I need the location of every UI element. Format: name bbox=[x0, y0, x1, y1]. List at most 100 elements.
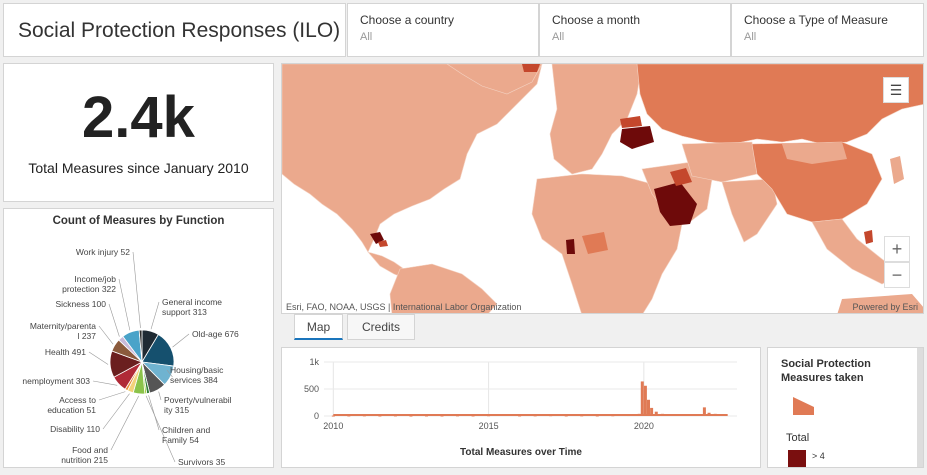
nigeria[interactable] bbox=[582, 232, 608, 254]
legend-toggle-button[interactable]: ☰ bbox=[883, 77, 909, 103]
saudi-arabia[interactable] bbox=[654, 182, 697, 226]
timeseries-bar[interactable] bbox=[650, 407, 654, 416]
pie-label: l 237 bbox=[78, 331, 97, 341]
pie-leader-line bbox=[102, 393, 130, 430]
pie-leader-line bbox=[145, 395, 176, 463]
pie-leader-line bbox=[166, 369, 173, 378]
zoom-out-button[interactable]: − bbox=[884, 262, 910, 288]
legend-total-label: Total bbox=[786, 432, 810, 444]
pie-label: nutrition 215 bbox=[61, 455, 108, 465]
pie-label: Health 491 bbox=[45, 347, 86, 357]
legend-swatch bbox=[793, 397, 814, 415]
legend-gt-swatch bbox=[788, 450, 806, 467]
iceland[interactable] bbox=[522, 64, 540, 72]
pie-label: Disability 110 bbox=[50, 424, 100, 434]
measure-type-filter-value[interactable]: All bbox=[744, 31, 757, 43]
japan[interactable] bbox=[890, 156, 904, 184]
pie-label: Access to bbox=[59, 395, 96, 405]
pie-label: education 51 bbox=[47, 405, 96, 415]
pie-label: Housing/basic bbox=[170, 365, 224, 375]
timeseries-bar[interactable] bbox=[378, 415, 382, 417]
measure-type-filter-label: Choose a Type of Measure bbox=[744, 13, 888, 27]
pie-slice[interactable] bbox=[138, 329, 143, 363]
legend-title: Social Protection Measures taken bbox=[781, 358, 871, 384]
timeseries-bar[interactable] bbox=[643, 385, 647, 416]
timeseries-chart[interactable]: 0 500 1k 2010 2015 2020 bbox=[282, 348, 760, 443]
x-tick-label: 2010 bbox=[323, 421, 343, 431]
legend-scrollbar[interactable] bbox=[917, 348, 923, 467]
ghana[interactable] bbox=[566, 239, 575, 254]
timeseries-bar[interactable] bbox=[440, 415, 444, 417]
pie-leader-line bbox=[150, 301, 160, 330]
pie-label: Sickness 100 bbox=[55, 299, 106, 309]
south-america[interactable] bbox=[389, 263, 498, 314]
world-map[interactable]: ☰ + − Esri, FAO, NOAA, USGS | Internatio… bbox=[281, 63, 924, 314]
country-filter-value[interactable]: All bbox=[360, 31, 373, 43]
honduras[interactable] bbox=[378, 240, 388, 247]
pie-leader-line bbox=[118, 278, 131, 331]
pie-leader-line bbox=[158, 391, 162, 401]
europe[interactable] bbox=[549, 64, 643, 175]
pie-label: protection 322 bbox=[62, 284, 116, 294]
month-filter-label: Choose a month bbox=[552, 13, 641, 27]
belarus[interactable] bbox=[620, 116, 642, 128]
pie-leader-line bbox=[98, 325, 114, 345]
x-tick-label: 2020 bbox=[634, 421, 654, 431]
timeseries-bar[interactable] bbox=[331, 415, 335, 417]
legend-panel: Social Protection Measures taken Total >… bbox=[767, 347, 924, 468]
powered-by-esri[interactable]: Powered by Esri bbox=[852, 302, 918, 312]
timeseries-bar[interactable] bbox=[409, 415, 413, 417]
measure-type-filter[interactable]: Choose a Type of Measure All bbox=[731, 3, 924, 57]
map-canvas[interactable] bbox=[282, 64, 924, 314]
pie-leader-line bbox=[108, 303, 120, 337]
x-tick-label: 2015 bbox=[479, 421, 499, 431]
tab-credits[interactable]: Credits bbox=[347, 314, 415, 340]
greenland[interactable] bbox=[446, 64, 543, 95]
pie-label: Children and bbox=[162, 425, 210, 435]
north-america[interactable] bbox=[282, 64, 543, 253]
month-filter[interactable]: Choose a month All bbox=[539, 3, 731, 57]
zoom-in-button[interactable]: + bbox=[884, 236, 910, 262]
philippines[interactable] bbox=[864, 230, 873, 244]
pie-label: services 384 bbox=[170, 375, 218, 385]
kpi-value: 2.4k bbox=[82, 85, 195, 150]
timeseries-title: Total Measures over Time bbox=[460, 447, 582, 458]
mongolia[interactable] bbox=[782, 142, 847, 164]
pie-label: support 313 bbox=[162, 307, 207, 317]
africa[interactable] bbox=[531, 173, 683, 314]
central-asia[interactable] bbox=[681, 141, 758, 183]
map-attribution[interactable]: Esri, FAO, NOAA, USGS | International La… bbox=[286, 302, 522, 312]
ukraine[interactable] bbox=[620, 126, 654, 149]
pie-label: Poverty/vulnerabil bbox=[164, 395, 232, 405]
timeseries-bar[interactable] bbox=[702, 407, 706, 416]
pie-label: Old-age 676 bbox=[192, 329, 239, 339]
timeseries-bar[interactable] bbox=[654, 411, 658, 416]
pie-chart-title: Count of Measures by Function bbox=[52, 215, 225, 227]
y-tick-label: 500 bbox=[304, 384, 319, 394]
month-filter-value[interactable]: All bbox=[552, 31, 565, 43]
legend-gt-label: > 4 bbox=[812, 451, 825, 461]
list-icon: ☰ bbox=[889, 81, 903, 98]
pie-leader-line bbox=[110, 395, 140, 451]
timeseries-bar[interactable] bbox=[647, 399, 650, 416]
guatemala[interactable] bbox=[370, 232, 384, 244]
iraq[interactable] bbox=[670, 168, 692, 186]
pie-leader-line bbox=[92, 380, 118, 386]
kpi-panel: 2.4k Total Measures since January 2010 bbox=[3, 63, 274, 202]
country-filter[interactable]: Choose a country All bbox=[347, 3, 539, 57]
pie-chart-panel: Count of Measures by Function General in… bbox=[3, 208, 274, 468]
land-masses bbox=[282, 64, 924, 314]
page-title: Social Protection Responses (ILO) bbox=[18, 19, 341, 42]
pie-leader-line bbox=[98, 391, 126, 401]
pie-leader-line bbox=[88, 351, 109, 365]
tab-map[interactable]: Map bbox=[294, 314, 343, 340]
pie-leader-line bbox=[148, 395, 160, 431]
australia[interactable] bbox=[837, 294, 924, 314]
y-tick-label: 0 bbox=[314, 411, 319, 421]
title-panel: Social Protection Responses (ILO) bbox=[3, 3, 346, 57]
timeseries-bar[interactable] bbox=[640, 381, 644, 416]
russia[interactable] bbox=[636, 64, 924, 145]
pie-label: Survivors 35 bbox=[178, 457, 226, 467]
pie-label: Maternity/parenta bbox=[30, 321, 96, 331]
